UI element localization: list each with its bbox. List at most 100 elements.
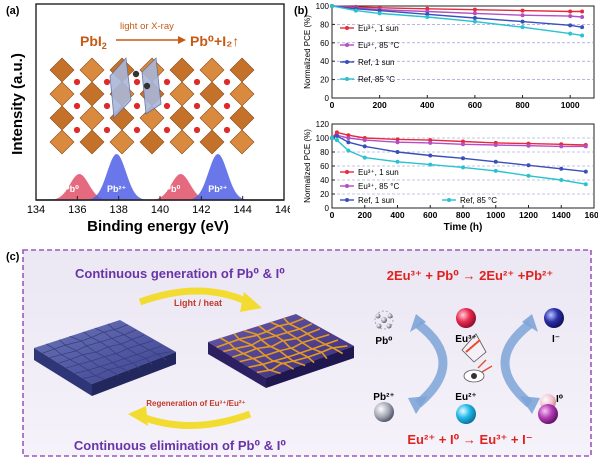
legend-marker xyxy=(345,184,349,188)
species-eu2-label: Eu²⁺ xyxy=(455,392,476,403)
a-site-cation xyxy=(72,125,82,135)
y-tick-label: 80 xyxy=(320,148,329,157)
panel-a-label: (a) xyxy=(6,5,20,17)
intact-film-illustration xyxy=(34,320,176,396)
x-tick-label: 200 xyxy=(358,210,372,220)
series-point-3 xyxy=(353,8,358,13)
series-point-3 xyxy=(493,168,498,173)
series-point-1 xyxy=(362,138,367,143)
x-tick-label: 1400 xyxy=(552,210,571,220)
series-point-1 xyxy=(395,140,400,145)
panel-c: (c) Continuous generation of Pb⁰ & I⁰ Co… xyxy=(0,236,598,459)
series-line-3 xyxy=(331,5,583,37)
panel-a-xlabel: Binding energy (eV) xyxy=(87,218,229,235)
legend-marker xyxy=(447,198,451,202)
series-point-3 xyxy=(330,136,334,140)
x-tick-label: 200 xyxy=(373,100,387,110)
octahedron xyxy=(109,129,135,155)
octahedron xyxy=(79,105,105,131)
grain-boundary xyxy=(270,321,328,360)
a-site-cation xyxy=(192,77,202,87)
legend-marker xyxy=(345,60,349,64)
series-point-0 xyxy=(461,139,465,144)
series-point-3 xyxy=(362,155,367,160)
xps-peak-label-2: Pb⁰ xyxy=(165,184,181,194)
x-tick-label: 400 xyxy=(420,100,434,110)
octahedron xyxy=(79,81,105,107)
octahedron xyxy=(49,105,75,131)
legend-marker xyxy=(345,43,349,47)
legend-label: Ref, 85 °C xyxy=(460,196,497,205)
grain-boundary xyxy=(58,334,145,364)
series-point-2 xyxy=(583,169,588,174)
octahedron xyxy=(199,129,225,155)
legend-label: Eu³⁺, 85 °C xyxy=(358,182,399,191)
equation-top: 2Eu³⁺ + Pb⁰ → 2Eu²⁺ +Pb²⁺ xyxy=(387,268,553,283)
species-pb0-label: Pb⁰ xyxy=(375,336,392,347)
a-site-cation xyxy=(132,125,142,135)
xps-peaks xyxy=(36,154,284,201)
series-point-1 xyxy=(425,9,430,14)
grain-boundary xyxy=(95,327,153,365)
grain-boundary xyxy=(65,340,154,369)
a-site-cation xyxy=(192,101,202,111)
series-point-3 xyxy=(334,138,339,143)
panel-b-label: (b) xyxy=(294,5,308,17)
series-point-1 xyxy=(580,15,585,20)
series-point-2 xyxy=(428,153,433,158)
grain-boundary xyxy=(74,345,162,374)
series-point-2 xyxy=(377,8,382,13)
octahedron xyxy=(169,105,195,131)
series-point-1 xyxy=(346,136,351,140)
series-point-2 xyxy=(334,133,339,138)
x-tick-label: 400 xyxy=(390,210,404,220)
panel-a-ylabel: Intensity (a.u.) xyxy=(9,53,26,155)
equation-bottom: Eu²⁺ + I⁰ → Eu³⁺ + I⁻ xyxy=(407,432,532,447)
octahedron xyxy=(229,129,255,155)
a-site-cation xyxy=(162,101,172,111)
a-site-cation xyxy=(222,125,232,135)
redox-cycle-arrowheads xyxy=(408,314,540,414)
octahedron xyxy=(229,105,255,131)
series-line-0 xyxy=(331,5,583,13)
x-tick-label: 138 xyxy=(109,204,127,216)
y-tick-label: 120 xyxy=(316,120,330,129)
x-tick-label: 1000 xyxy=(561,100,580,110)
grain-boundary xyxy=(220,337,281,375)
species-pb2-label: Pb²⁺ xyxy=(373,392,394,403)
grain-boundary xyxy=(46,343,106,380)
a-site-cation xyxy=(192,125,202,135)
x-tick-label: 140 xyxy=(151,204,169,216)
series-point-0 xyxy=(568,9,573,14)
legend-label: Ref, 85 °C xyxy=(358,75,395,84)
reaction-left: PbI2 xyxy=(80,33,107,51)
eye-light-icons xyxy=(461,333,493,383)
panel-c-illustration: (c) Continuous generation of Pb⁰ & I⁰ Co… xyxy=(6,249,592,457)
y-tick-label: 20 xyxy=(320,76,329,85)
species-i0-icon xyxy=(538,394,558,424)
grain-boundary xyxy=(256,345,348,374)
series-point-3 xyxy=(330,4,334,8)
series-point-3 xyxy=(580,33,585,38)
y-tick-label: 20 xyxy=(320,190,329,199)
series-point-0 xyxy=(334,130,339,135)
a-site-cation xyxy=(72,101,82,111)
x-tick-label: 800 xyxy=(456,210,470,220)
octahedron xyxy=(229,81,255,107)
title-generation: Continuous generation of Pb⁰ & I⁰ xyxy=(75,266,285,281)
legend-label: Eu³⁺, 85 °C xyxy=(358,41,399,50)
series-point-3 xyxy=(425,15,430,20)
series-point-2 xyxy=(395,150,400,154)
species-i-minus-label: I⁻ xyxy=(552,334,560,345)
series-point-3 xyxy=(526,173,531,178)
series-point-2 xyxy=(346,140,351,145)
a-site-cation xyxy=(132,101,142,111)
a-site-cation xyxy=(102,101,112,111)
x-tick-label: 134 xyxy=(27,204,45,216)
series-point-2 xyxy=(493,159,498,164)
x-tick-label: 0 xyxy=(330,210,335,220)
series-point-3 xyxy=(461,165,465,170)
series-point-3 xyxy=(346,148,351,153)
octahedron xyxy=(79,129,105,155)
series-point-1 xyxy=(559,144,564,149)
